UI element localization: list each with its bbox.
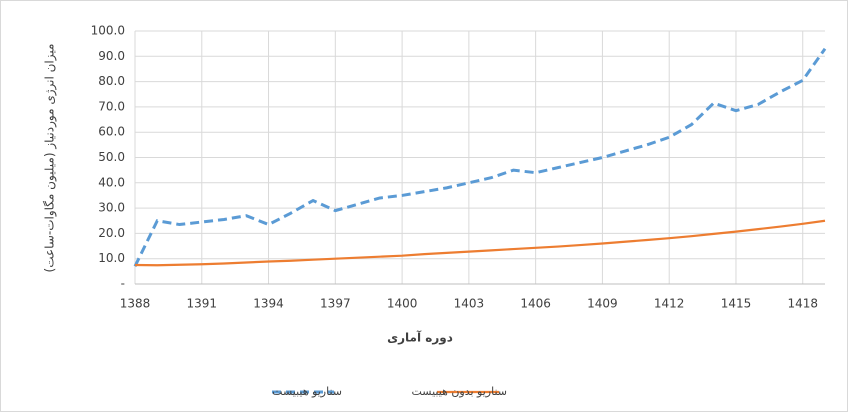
x-tick-label: 1391 bbox=[187, 297, 218, 311]
x-tick-label: 1400 bbox=[387, 297, 418, 311]
x-axis-title: دوره آماری bbox=[387, 330, 453, 346]
legend-label: سناریو هیبیست bbox=[272, 385, 342, 398]
y-tick-label: 80.0 bbox=[98, 74, 125, 88]
x-tick-label: 1418 bbox=[787, 297, 818, 311]
x-tick-label: 1415 bbox=[721, 297, 752, 311]
y-tick-label: 40.0 bbox=[98, 175, 125, 189]
y-tick-label: 60.0 bbox=[98, 125, 125, 139]
series-line bbox=[134, 219, 826, 267]
legend-label: سناریو بدون هیبیست bbox=[411, 385, 507, 398]
y-tick-label: 30.0 bbox=[98, 201, 125, 215]
y-tick-label: 90.0 bbox=[98, 49, 125, 63]
y-tick-label: 50.0 bbox=[98, 150, 125, 164]
x-tick-label: 1412 bbox=[654, 297, 685, 311]
x-tick-label: 1394 bbox=[253, 297, 284, 311]
y-tick-label: 10.0 bbox=[98, 251, 125, 265]
x-tick-label: 1388 bbox=[120, 297, 151, 311]
y-tick-label: 20.0 bbox=[98, 226, 125, 240]
x-tick-label: 1409 bbox=[587, 297, 618, 311]
series-line bbox=[133, 47, 827, 267]
y-axis-title: میزان انرژی موردنیاز (میلیون مگاوات-ساعت… bbox=[43, 44, 58, 273]
y-tick-label: 100.0 bbox=[91, 24, 125, 38]
x-tick-label: 1406 bbox=[520, 297, 551, 311]
y-tick-label: - bbox=[121, 277, 125, 291]
x-tick-label: 1397 bbox=[320, 297, 351, 311]
x-tick-label: 1403 bbox=[454, 297, 485, 311]
y-tick-label: 70.0 bbox=[98, 99, 125, 113]
